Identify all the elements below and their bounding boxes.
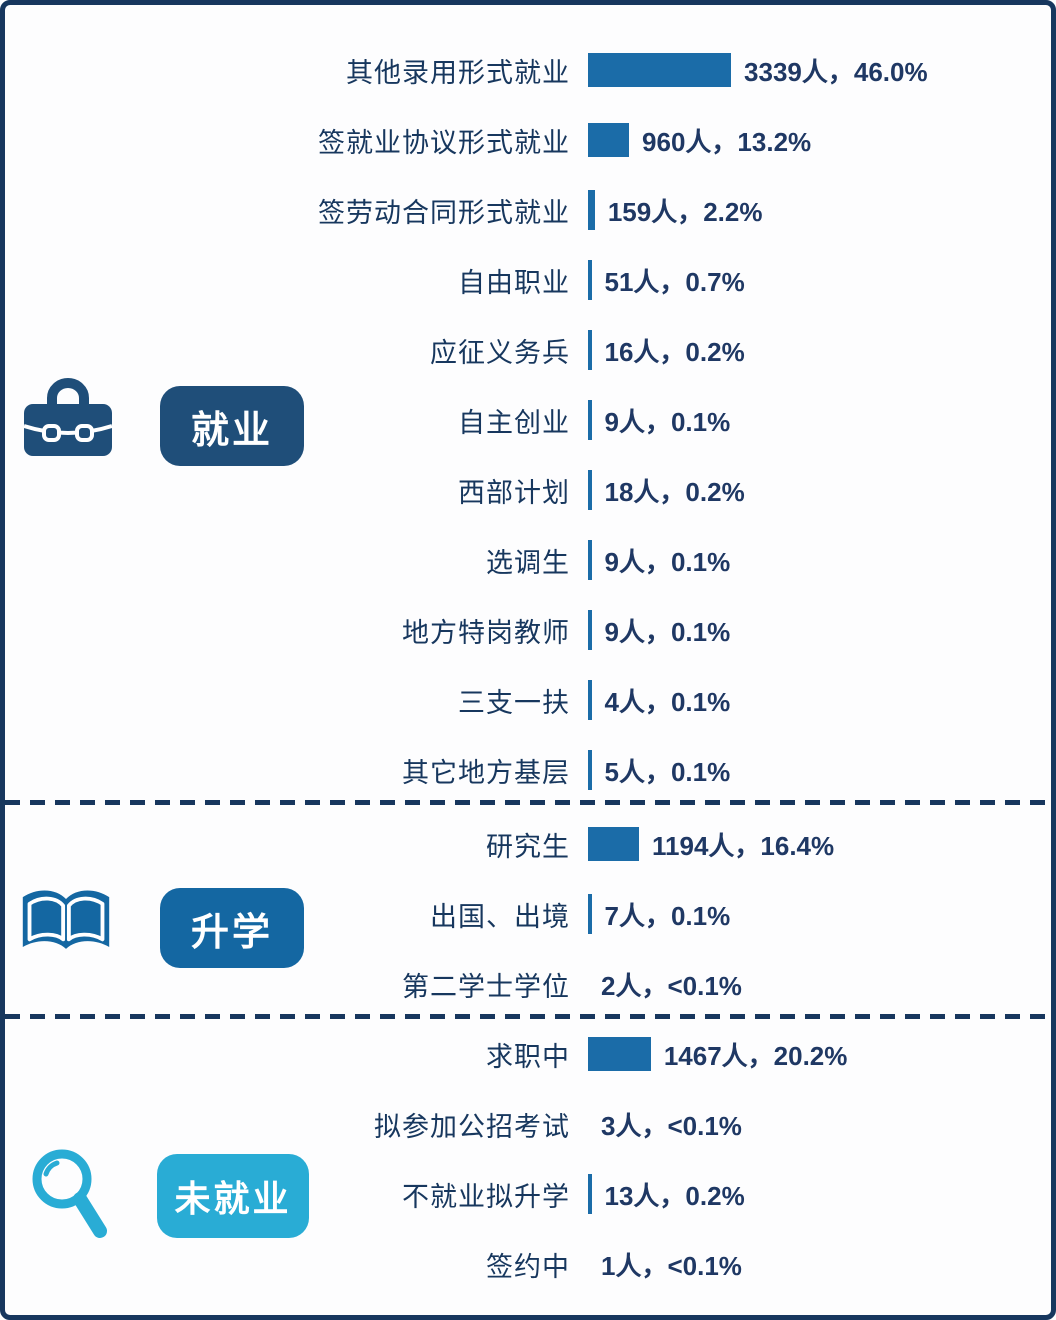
row-value: 18人，0.2%	[604, 476, 745, 507]
row-value: 3人，<0.1%	[601, 1110, 742, 1141]
bar	[588, 1037, 651, 1071]
chart-row: 选调生 9人，0.1%	[5, 525, 1051, 595]
row-value: 9人，0.1%	[604, 616, 731, 647]
row-value: 5人，0.1%	[604, 756, 731, 787]
bar	[588, 190, 595, 230]
row-value: 1467人，20.2%	[663, 1040, 848, 1071]
bar	[588, 1174, 592, 1214]
row-value: 3339人，46.0%	[744, 56, 928, 87]
chart-row: 自由职业 51人，0.7%	[5, 245, 1051, 315]
chart-row: 西部计划 18人，0.2%	[5, 455, 1051, 525]
chart-row: 地方特岗教师 9人，0.1%	[5, 595, 1051, 665]
row-label: 西部计划	[458, 477, 570, 508]
chart-row: 拟参加公招考试 3人，<0.1%	[5, 1089, 1051, 1159]
bar	[588, 750, 592, 790]
row-label: 不就业拟升学	[402, 1181, 570, 1212]
row-label: 拟参加公招考试	[374, 1111, 570, 1142]
badge-employment: 就业	[160, 386, 304, 466]
row-value: 4人，0.1%	[604, 686, 731, 717]
row-label: 签就业协议形式就业	[318, 127, 570, 158]
row-label: 三支一扶	[458, 687, 570, 718]
section-rows-2: 求职中 1467人，20.2% 拟参加公招考试 3人，<0.1% 不就业拟升学 13人，0…	[5, 1019, 1051, 1299]
chart-row: 三支一扶 4人，0.1%	[5, 665, 1051, 735]
bar	[588, 540, 592, 580]
row-value: 1人，<0.1%	[601, 1250, 742, 1281]
chart-row: 不就业拟升学 13人，0.2%	[5, 1159, 1051, 1229]
row-label: 地方特岗教师	[402, 617, 570, 648]
row-value: 16人，0.2%	[604, 336, 745, 367]
row-value: 7人，0.1%	[604, 900, 731, 931]
section-divider	[5, 1014, 1051, 1019]
bar	[588, 610, 592, 650]
bar	[588, 470, 592, 510]
section-rows-1: 研究生 1194人，16.4% 出国、出境 7人，0.1% 第二学士学位 2人，<0.1%	[5, 809, 1051, 1019]
row-value: 159人，2.2%	[607, 196, 763, 227]
row-value: 2人，<0.1%	[601, 970, 742, 1001]
row-label: 研究生	[486, 831, 570, 862]
row-label: 其它地方基层	[402, 757, 570, 788]
row-value: 9人，0.1%	[604, 406, 731, 437]
chart-row: 签约中 1人，<0.1%	[5, 1229, 1051, 1299]
row-label: 其他录用形式就业	[346, 57, 570, 88]
row-value: 9人，0.1%	[604, 546, 731, 577]
row-value: 13人，0.2%	[604, 1180, 745, 1211]
magnifier-icon	[26, 1146, 110, 1242]
row-label: 出国、出境	[430, 901, 570, 932]
badge-further-study: 升学	[160, 888, 304, 968]
bar	[588, 400, 592, 440]
bar	[588, 827, 639, 861]
row-value: 1194人，16.4%	[652, 830, 835, 861]
bar	[588, 260, 592, 300]
bar	[588, 894, 592, 934]
chart-row: 其它地方基层 5人，0.1%	[5, 735, 1051, 805]
chart-row: 第二学士学位 2人，<0.1%	[5, 949, 1051, 1019]
badge-unemployed: 未就业	[157, 1154, 309, 1238]
row-value: 51人，0.7%	[604, 266, 745, 297]
row-label: 自主创业	[458, 407, 570, 438]
bar	[588, 680, 592, 720]
chart-rows: 其他录用形式就业 3339人，46.0% 签就业协议形式就业 960人，13.2% 签劳…	[5, 35, 1051, 1299]
row-label: 应征义务兵	[430, 337, 570, 368]
chart-row: 应征义务兵 16人，0.2%	[5, 315, 1051, 385]
section-rows-0: 其他录用形式就业 3339人，46.0% 签就业协议形式就业 960人，13.2% 签劳…	[5, 35, 1051, 805]
row-label: 求职中	[486, 1041, 570, 1072]
chart-row: 其他录用形式就业 3339人，46.0%	[5, 35, 1051, 105]
chart-row: 研究生 1194人，16.4%	[5, 809, 1051, 879]
chart-row: 自主创业 9人，0.1%	[5, 385, 1051, 455]
open-book-icon	[18, 880, 114, 966]
row-label: 签劳动合同形式就业	[318, 197, 570, 228]
section-divider	[5, 800, 1051, 805]
row-value: 960人，13.2%	[642, 126, 812, 157]
bar	[588, 123, 630, 157]
row-label: 选调生	[486, 547, 570, 578]
chart-row: 签就业协议形式就业 960人，13.2%	[5, 105, 1051, 175]
chart-row: 签劳动合同形式就业 159人，2.2%	[5, 175, 1051, 245]
bar	[588, 330, 592, 370]
chart-row: 求职中 1467人，20.2%	[5, 1019, 1051, 1089]
row-label: 签约中	[486, 1251, 570, 1282]
row-label: 自由职业	[458, 267, 570, 298]
briefcase-icon	[22, 378, 114, 458]
bar	[588, 53, 732, 87]
row-label: 第二学士学位	[402, 971, 570, 1002]
chart-row: 出国、出境 7人，0.1%	[5, 879, 1051, 949]
